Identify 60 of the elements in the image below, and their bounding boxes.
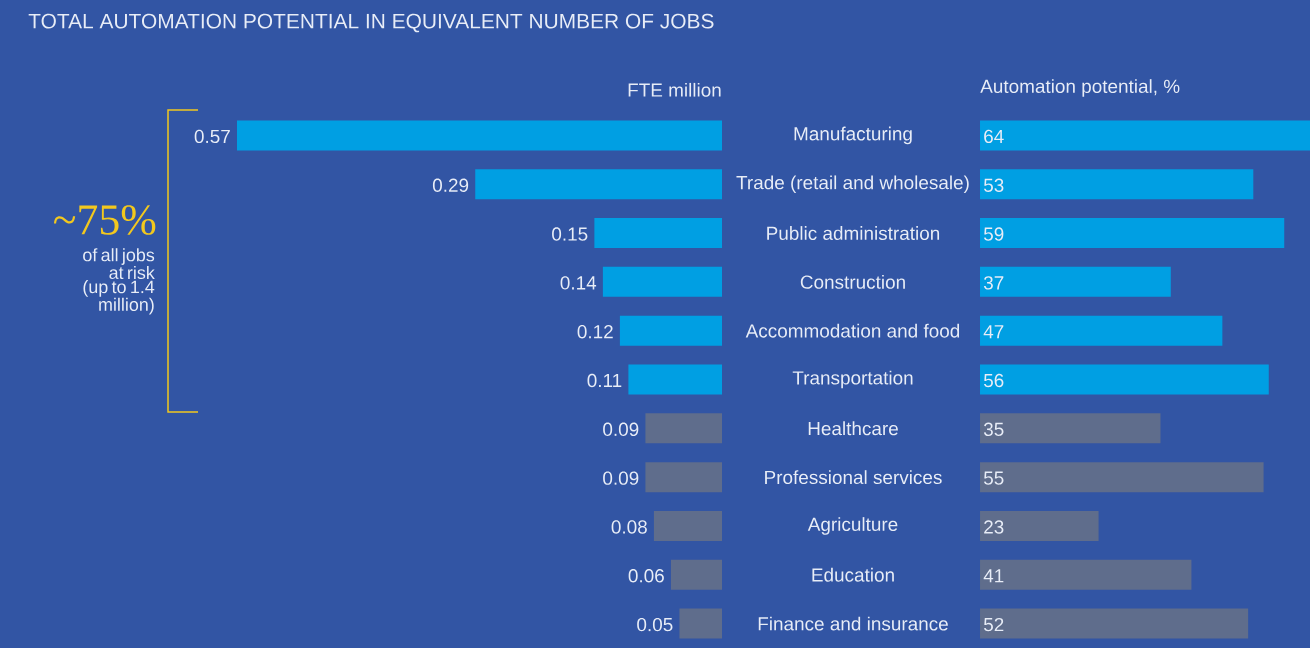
bar — [980, 462, 1264, 493]
bar — [980, 169, 1254, 200]
bar — [980, 608, 1249, 639]
bar — [653, 510, 722, 541]
bar — [594, 218, 722, 249]
data-label: 55 — [983, 471, 1004, 485]
data-label: 0.15 — [552, 227, 588, 241]
bar — [237, 120, 722, 151]
data-label: 37 — [983, 276, 1004, 290]
y-tick-label: Agriculture — [807, 517, 898, 535]
data-label: 0.06 — [628, 569, 664, 583]
data-label: 0.29 — [432, 178, 469, 192]
data-label: 47 — [983, 325, 1004, 339]
data-label: 56 — [983, 373, 1004, 388]
data-label: 23 — [984, 520, 1004, 534]
y-tick-label: Manufacturing — [794, 126, 912, 145]
bar — [980, 120, 1310, 151]
data-label: 53 — [983, 178, 1004, 192]
chart-title: TOTAL AUTOMATION POTENTIAL IN EQUIVALENT NUMBER OF JOBS — [28, 13, 714, 33]
bar — [645, 413, 722, 444]
bar — [475, 169, 722, 200]
bar — [980, 266, 1171, 297]
text: ~75% — [53, 205, 156, 235]
y-tick-label: Healthcare — [808, 421, 898, 436]
y-tick-label: Trade (retail and wholesale) — [736, 175, 969, 194]
data-label: 0.12 — [577, 324, 613, 339]
bar — [619, 315, 722, 346]
y-tick-label: Education — [812, 567, 894, 582]
y-tick-label: Transportation — [792, 370, 913, 389]
bar — [980, 315, 1223, 346]
bar — [670, 559, 722, 590]
bar — [679, 608, 722, 639]
data-label: 64 — [984, 129, 1004, 144]
x-axis-title: FTE million — [628, 82, 721, 97]
y-tick-label: Construction — [800, 274, 905, 289]
bar — [980, 510, 1099, 541]
y-tick-label: Finance and insurance — [758, 616, 948, 631]
text: of all jobs at risk (up to 1.4 million) — [83, 248, 155, 315]
data-label: 0.14 — [560, 276, 597, 290]
bar — [980, 364, 1269, 395]
bar — [602, 266, 722, 297]
data-label: 41 — [983, 569, 1004, 583]
bar — [980, 218, 1285, 249]
y-tick-label: Public administration — [767, 226, 940, 240]
data-label: 0.11 — [587, 373, 622, 388]
data-label: 35 — [983, 422, 1004, 437]
bar — [628, 364, 722, 395]
y-tick-label: Professional services — [765, 470, 942, 485]
x-axis-title: Automation potential, % — [980, 79, 1180, 97]
bar — [980, 559, 1192, 590]
y-tick-label: Accommodation and food — [745, 323, 960, 338]
data-label: 0.08 — [611, 520, 647, 534]
bar — [645, 462, 722, 493]
bar — [980, 413, 1161, 444]
data-label: 52 — [983, 617, 1004, 632]
data-label: 0.05 — [637, 617, 673, 632]
data-label: 0.09 — [603, 422, 639, 437]
data-label: 0.09 — [603, 471, 639, 485]
data-label: 59 — [983, 227, 1004, 241]
data-label: 0.57 — [194, 129, 230, 144]
